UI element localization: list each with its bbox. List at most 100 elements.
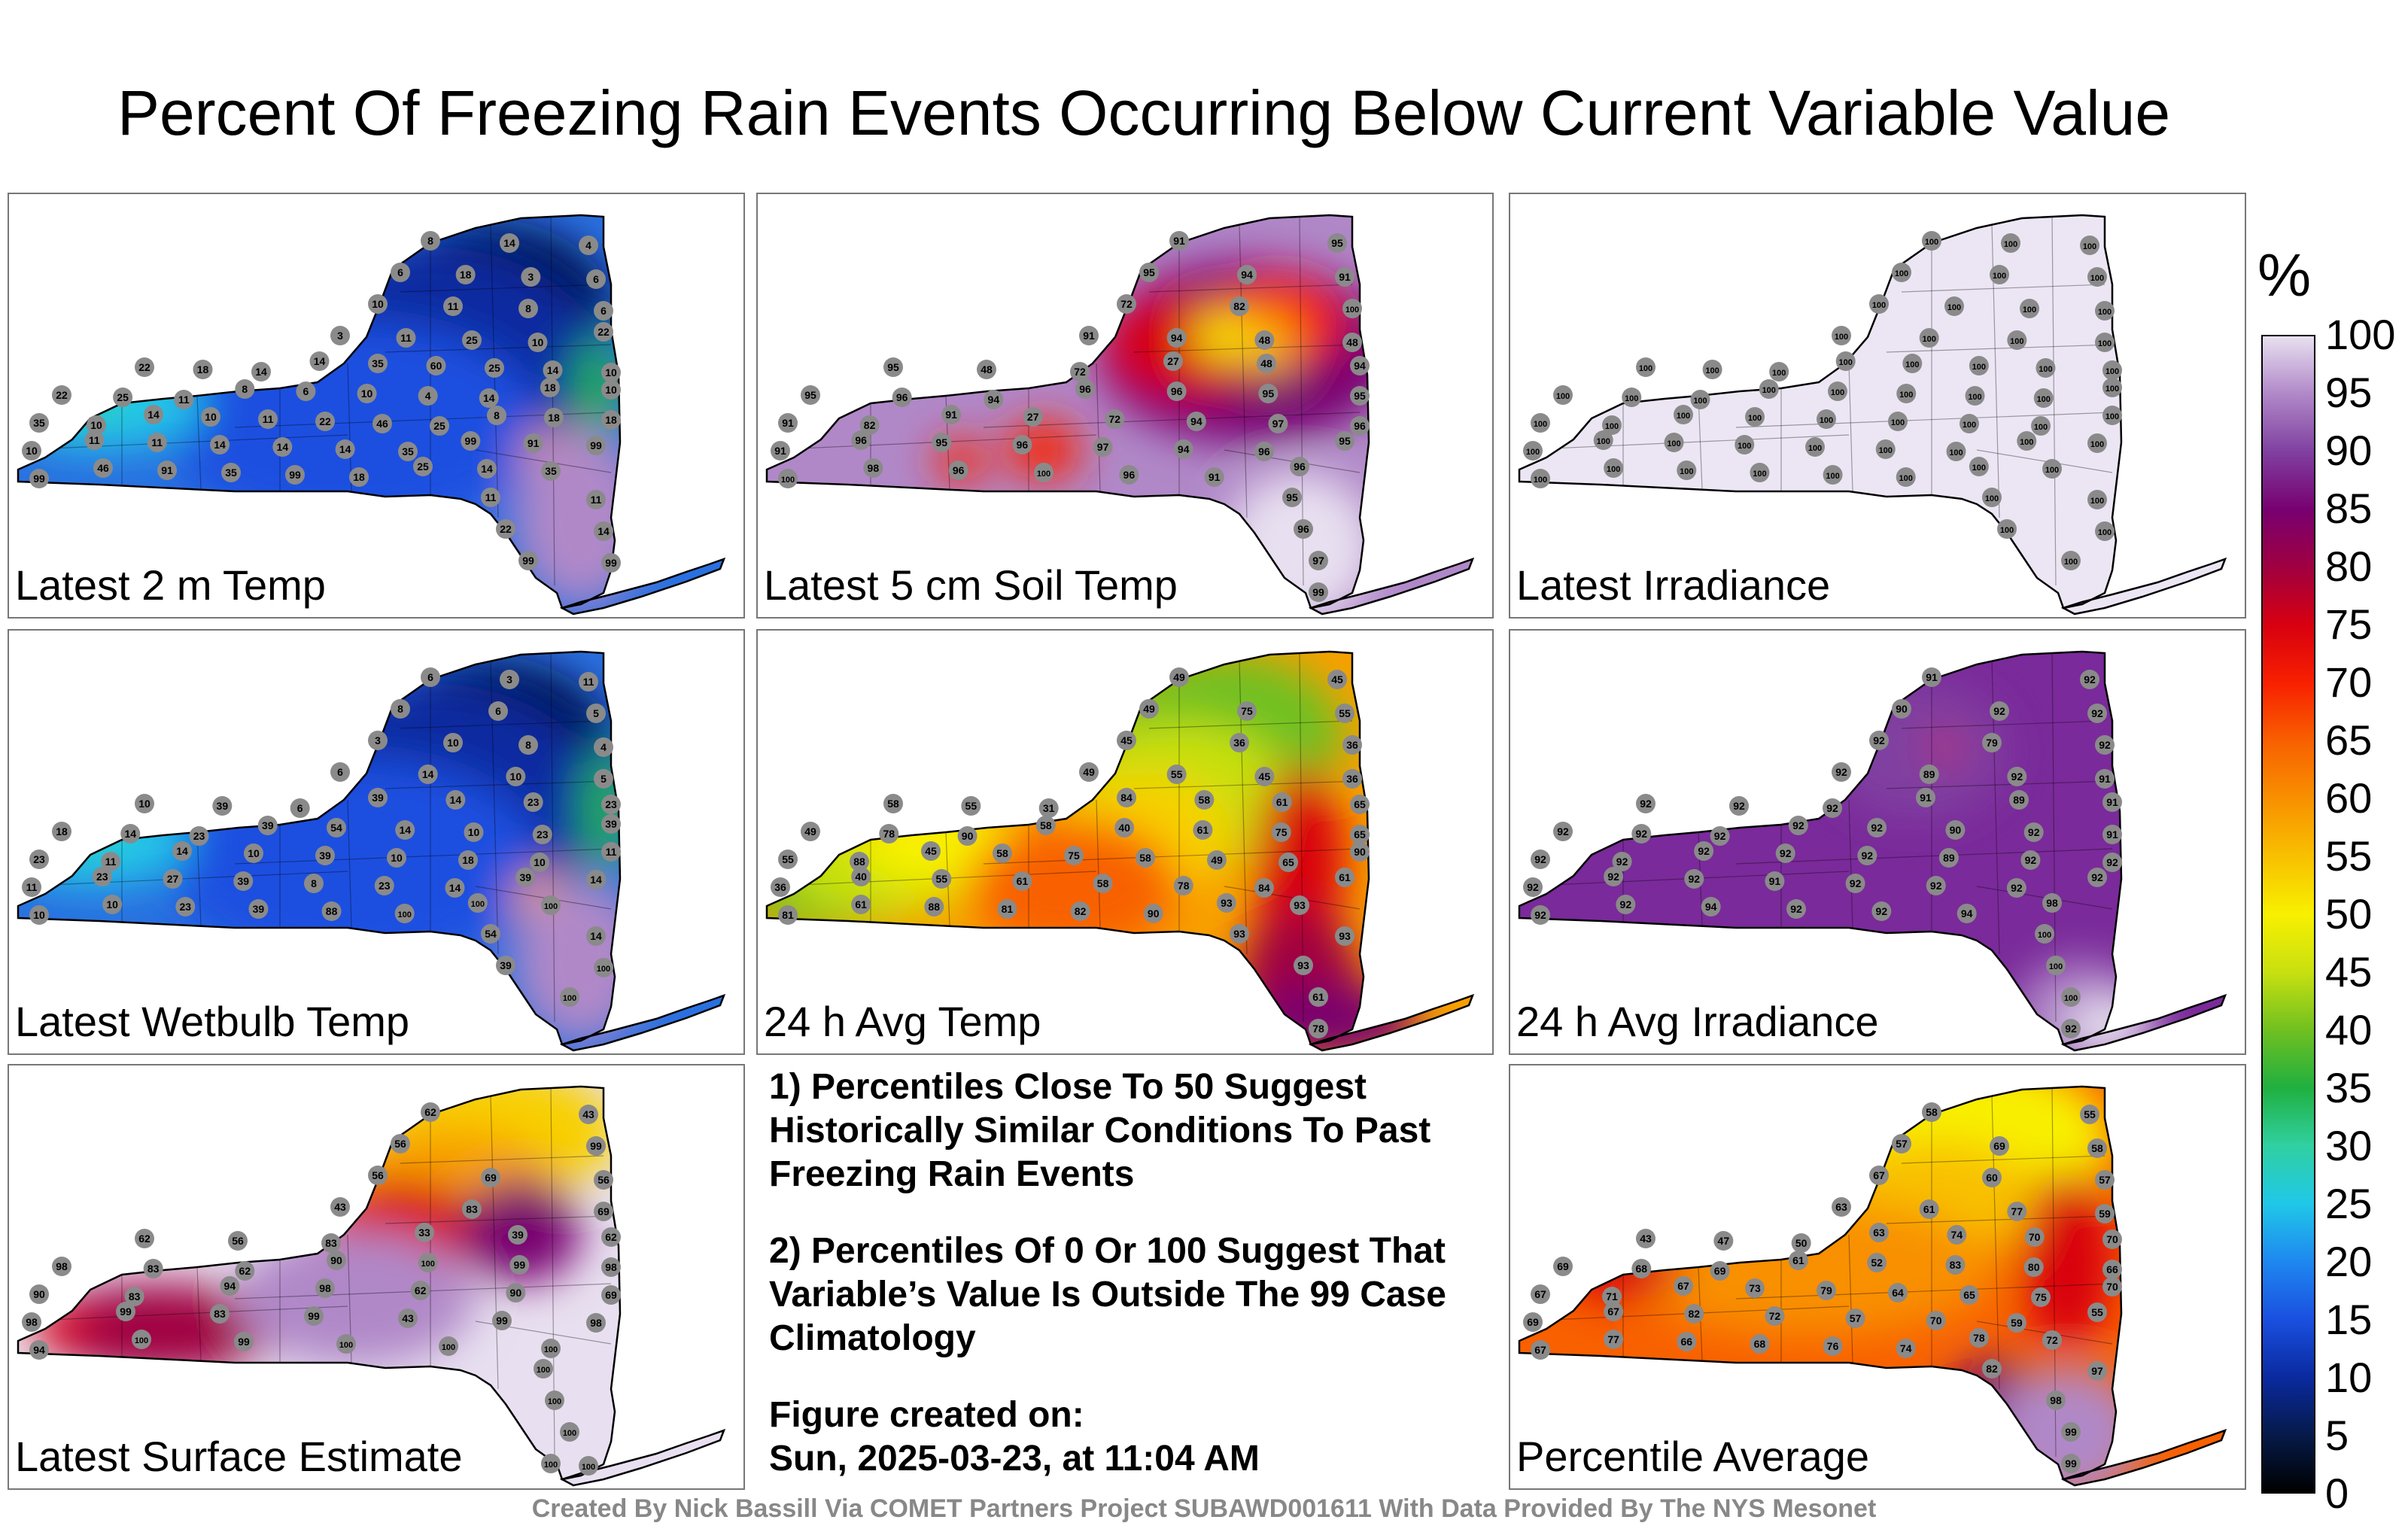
station-value: 99 bbox=[120, 1306, 132, 1318]
station-marker: 100 bbox=[594, 958, 613, 977]
station-value: 100 bbox=[1738, 442, 1751, 451]
station-value: 58 bbox=[1040, 819, 1052, 831]
station-value: 40 bbox=[1118, 822, 1130, 834]
station-marker: 100 bbox=[1823, 465, 1843, 485]
station-value: 69 bbox=[1527, 1316, 1539, 1328]
station-value: 36 bbox=[1233, 737, 1245, 749]
station-marker: 93 bbox=[1216, 893, 1236, 913]
station-marker: 90 bbox=[1892, 699, 1911, 719]
station-value: 91 bbox=[2099, 773, 2111, 785]
station-value: 100 bbox=[2038, 931, 2051, 940]
station-value: 10 bbox=[510, 771, 522, 783]
station-marker: 10 bbox=[201, 407, 220, 427]
station-marker: 14 bbox=[395, 820, 415, 840]
station-value: 10 bbox=[33, 909, 45, 921]
station-value: 10 bbox=[361, 388, 373, 400]
station-value: 23 bbox=[33, 853, 45, 865]
county-line bbox=[1886, 780, 2113, 789]
panel-label: Latest 2 m Temp bbox=[15, 561, 326, 609]
station-marker: 100 bbox=[1702, 360, 1722, 379]
station-value: 23 bbox=[193, 830, 205, 842]
map-latest-surface-estimate: 62 43 56 99 56 69 56 43 83 69 62 56 83 33 39 62 98 83 62 90… bbox=[17, 1085, 726, 1487]
county-line bbox=[385, 344, 612, 353]
station-value: 76 bbox=[1827, 1340, 1839, 1352]
county-line bbox=[18, 871, 348, 887]
station-value: 100 bbox=[544, 1345, 558, 1354]
station-marker: 18 bbox=[455, 265, 476, 284]
station-value: 84 bbox=[1258, 882, 1270, 894]
station-marker: 100 bbox=[1832, 326, 1851, 345]
station-marker: 93 bbox=[1230, 924, 1249, 944]
station-marker: 100 bbox=[2102, 360, 2122, 380]
station-value: 100 bbox=[1820, 416, 1833, 425]
station-marker: 92 bbox=[1775, 843, 1795, 863]
station-value: 100 bbox=[1985, 494, 1999, 503]
station-marker: 5 bbox=[586, 704, 606, 723]
station-marker: 100 bbox=[1944, 296, 1964, 316]
station-value: 92 bbox=[2028, 826, 2040, 838]
station-marker: 92 bbox=[2061, 1019, 2081, 1038]
station-value: 10 bbox=[205, 411, 217, 423]
county-line bbox=[400, 720, 604, 729]
station-value: 23 bbox=[528, 796, 540, 808]
station-value: 92 bbox=[1861, 850, 1873, 862]
station-value: 8 bbox=[242, 383, 248, 395]
station-value: 18 bbox=[197, 363, 209, 375]
colorbar-unit: % bbox=[2258, 242, 2312, 309]
station-marker: 100 bbox=[2087, 433, 2107, 453]
station-value: 58 bbox=[2091, 1142, 2103, 1154]
station-value: 92 bbox=[1792, 819, 1804, 831]
station-marker: 69 bbox=[1710, 1261, 1730, 1281]
station-marker: 100 bbox=[1990, 265, 2009, 284]
station-value: 31 bbox=[1043, 802, 1055, 814]
station-value: 65 bbox=[1354, 798, 1366, 810]
station-marker: 100 bbox=[1922, 231, 1941, 251]
station-value: 100 bbox=[2064, 558, 2078, 567]
station-value: 49 bbox=[804, 825, 816, 837]
station-marker: 84 bbox=[1117, 788, 1136, 807]
station-value: 69 bbox=[1993, 1140, 2005, 1152]
station-value: 43 bbox=[334, 1201, 346, 1213]
station-marker: 100 bbox=[1896, 384, 1917, 403]
station-value: 90 bbox=[962, 830, 974, 842]
station-value: 72 bbox=[1769, 1310, 1781, 1322]
station-value: 72 bbox=[2046, 1334, 2058, 1346]
panel-24h-avg-temp: 49 45 49 75 55 45 36 36 49 55 45 36 58 55 31 84 58 61 65 49… bbox=[756, 629, 1494, 1055]
station-value: 35 bbox=[402, 445, 414, 457]
station-marker: 69 bbox=[1553, 1257, 1573, 1276]
station-value: 100 bbox=[471, 900, 485, 909]
station-marker: 92 bbox=[2007, 767, 2027, 786]
station-marker: 11 bbox=[579, 672, 598, 692]
station-marker: 92 bbox=[2087, 704, 2107, 723]
station-marker: 94 bbox=[984, 390, 1004, 409]
station-marker: 96 bbox=[1254, 442, 1274, 461]
station-value: 65 bbox=[1282, 856, 1294, 868]
station-value: 18 bbox=[605, 414, 617, 426]
station-marker: 99 bbox=[518, 551, 538, 570]
station-marker: 94 bbox=[1237, 265, 1257, 284]
station-value: 98 bbox=[868, 462, 880, 474]
station-marker: 100 bbox=[560, 987, 579, 1007]
station-marker: 58 bbox=[2087, 1138, 2107, 1158]
county-line bbox=[1848, 363, 1853, 492]
station-marker: 4 bbox=[594, 737, 613, 757]
station-value: 10 bbox=[605, 366, 617, 378]
station-marker: 18 bbox=[601, 410, 621, 430]
station-marker: 100 bbox=[1896, 467, 1916, 487]
station-value: 61 bbox=[1312, 991, 1324, 1003]
station-marker: 14 bbox=[251, 362, 271, 381]
station-marker: 8 bbox=[518, 735, 538, 755]
station-value: 92 bbox=[2106, 856, 2118, 868]
station-value: 100 bbox=[2105, 412, 2119, 421]
station-value: 96 bbox=[1171, 385, 1183, 397]
station-value: 11 bbox=[263, 413, 274, 425]
station-marker: 14 bbox=[500, 233, 519, 253]
station-value: 27 bbox=[167, 873, 179, 885]
station-value: 100 bbox=[1345, 305, 1359, 315]
station-value: 39 bbox=[319, 850, 331, 862]
station-marker: 78 bbox=[1309, 1019, 1328, 1038]
station-value: 95 bbox=[1286, 491, 1298, 503]
station-value: 39 bbox=[217, 800, 229, 812]
station-marker: 100 bbox=[1531, 413, 1550, 433]
